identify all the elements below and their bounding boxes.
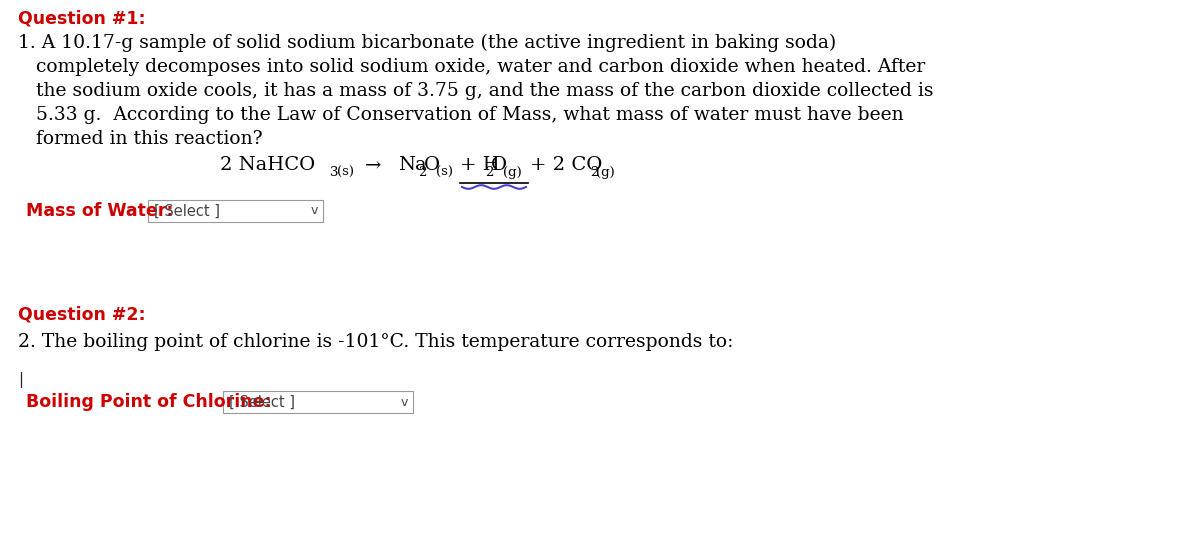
Text: 2: 2	[418, 166, 426, 179]
Text: + 2 CO: + 2 CO	[530, 156, 602, 174]
Text: 2: 2	[590, 166, 599, 179]
Text: Question #2:: Question #2:	[18, 305, 145, 323]
Text: (s): (s)	[337, 166, 354, 179]
FancyBboxPatch shape	[148, 200, 323, 222]
Text: |: |	[18, 372, 23, 388]
Text: Boiling Point of Chlorine:: Boiling Point of Chlorine:	[26, 393, 271, 411]
Text: 2. The boiling point of chlorine is -101°C. This temperature corresponds to:: 2. The boiling point of chlorine is -101…	[18, 333, 733, 351]
Text: [ Select ]: [ Select ]	[154, 203, 220, 218]
Text: O: O	[424, 156, 440, 174]
Text: (g): (g)	[596, 166, 614, 179]
FancyBboxPatch shape	[223, 391, 413, 413]
Text: Na: Na	[398, 156, 427, 174]
Text: O: O	[491, 156, 508, 174]
Text: Mass of Water:: Mass of Water:	[26, 202, 174, 220]
Text: [ Select ]: [ Select ]	[229, 394, 295, 410]
Text: 2 NaHCO: 2 NaHCO	[220, 156, 316, 174]
Text: →: →	[365, 156, 382, 174]
Text: v: v	[401, 395, 408, 409]
Text: completely decomposes into solid sodium oxide, water and carbon dioxide when hea: completely decomposes into solid sodium …	[18, 58, 925, 76]
Text: formed in this reaction?: formed in this reaction?	[18, 130, 263, 148]
Text: 2: 2	[485, 166, 493, 179]
Text: 3: 3	[330, 166, 338, 179]
Text: Question #1:: Question #1:	[18, 10, 145, 28]
Text: 1. A 10.17-g sample of solid sodium bicarbonate (the active ingredient in baking: 1. A 10.17-g sample of solid sodium bica…	[18, 34, 836, 53]
Text: the sodium oxide cools, it has a mass of 3.75 g, and the mass of the carbon diox: the sodium oxide cools, it has a mass of…	[18, 82, 934, 100]
Text: (s): (s)	[436, 166, 454, 179]
Text: (g): (g)	[503, 166, 522, 179]
Text: + H: + H	[460, 156, 499, 174]
Text: v: v	[311, 205, 318, 218]
Text: 5.33 g.  According to the Law of Conservation of Mass, what mass of water must h: 5.33 g. According to the Law of Conserva…	[18, 106, 904, 124]
